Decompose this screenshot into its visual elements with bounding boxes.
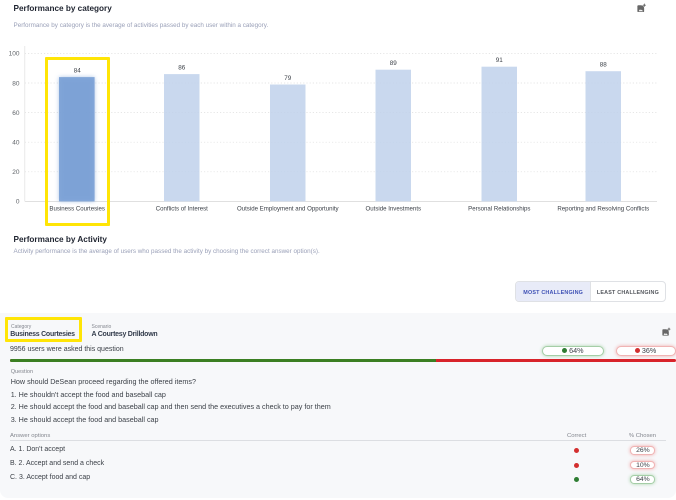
svg-text:89: 89 [390,60,398,67]
svg-text:100: 100 [9,51,20,58]
svg-text:80: 80 [12,80,20,87]
svg-text:60: 60 [12,110,20,117]
svg-text:88: 88 [600,62,608,69]
svg-text:Personal Relationships: Personal Relationships [468,205,530,212]
svg-text:40: 40 [12,140,20,147]
svg-text:20: 20 [12,169,20,176]
svg-text:0: 0 [16,199,20,206]
svg-text:Reporting and Resolving Confli: Reporting and Resolving Conflicts [557,205,649,212]
svg-text:86: 86 [178,65,186,72]
svg-text:Business Courtesies: Business Courtesies [49,205,105,212]
svg-text:Conflicts of Interest: Conflicts of Interest [156,205,208,212]
svg-text:79: 79 [284,75,292,82]
svg-text:Outside Investments: Outside Investments [366,205,422,212]
svg-text:91: 91 [496,57,504,64]
svg-text:Outside Employment and Opportu: Outside Employment and Opportunity [237,205,340,212]
svg-text:84: 84 [74,68,82,75]
